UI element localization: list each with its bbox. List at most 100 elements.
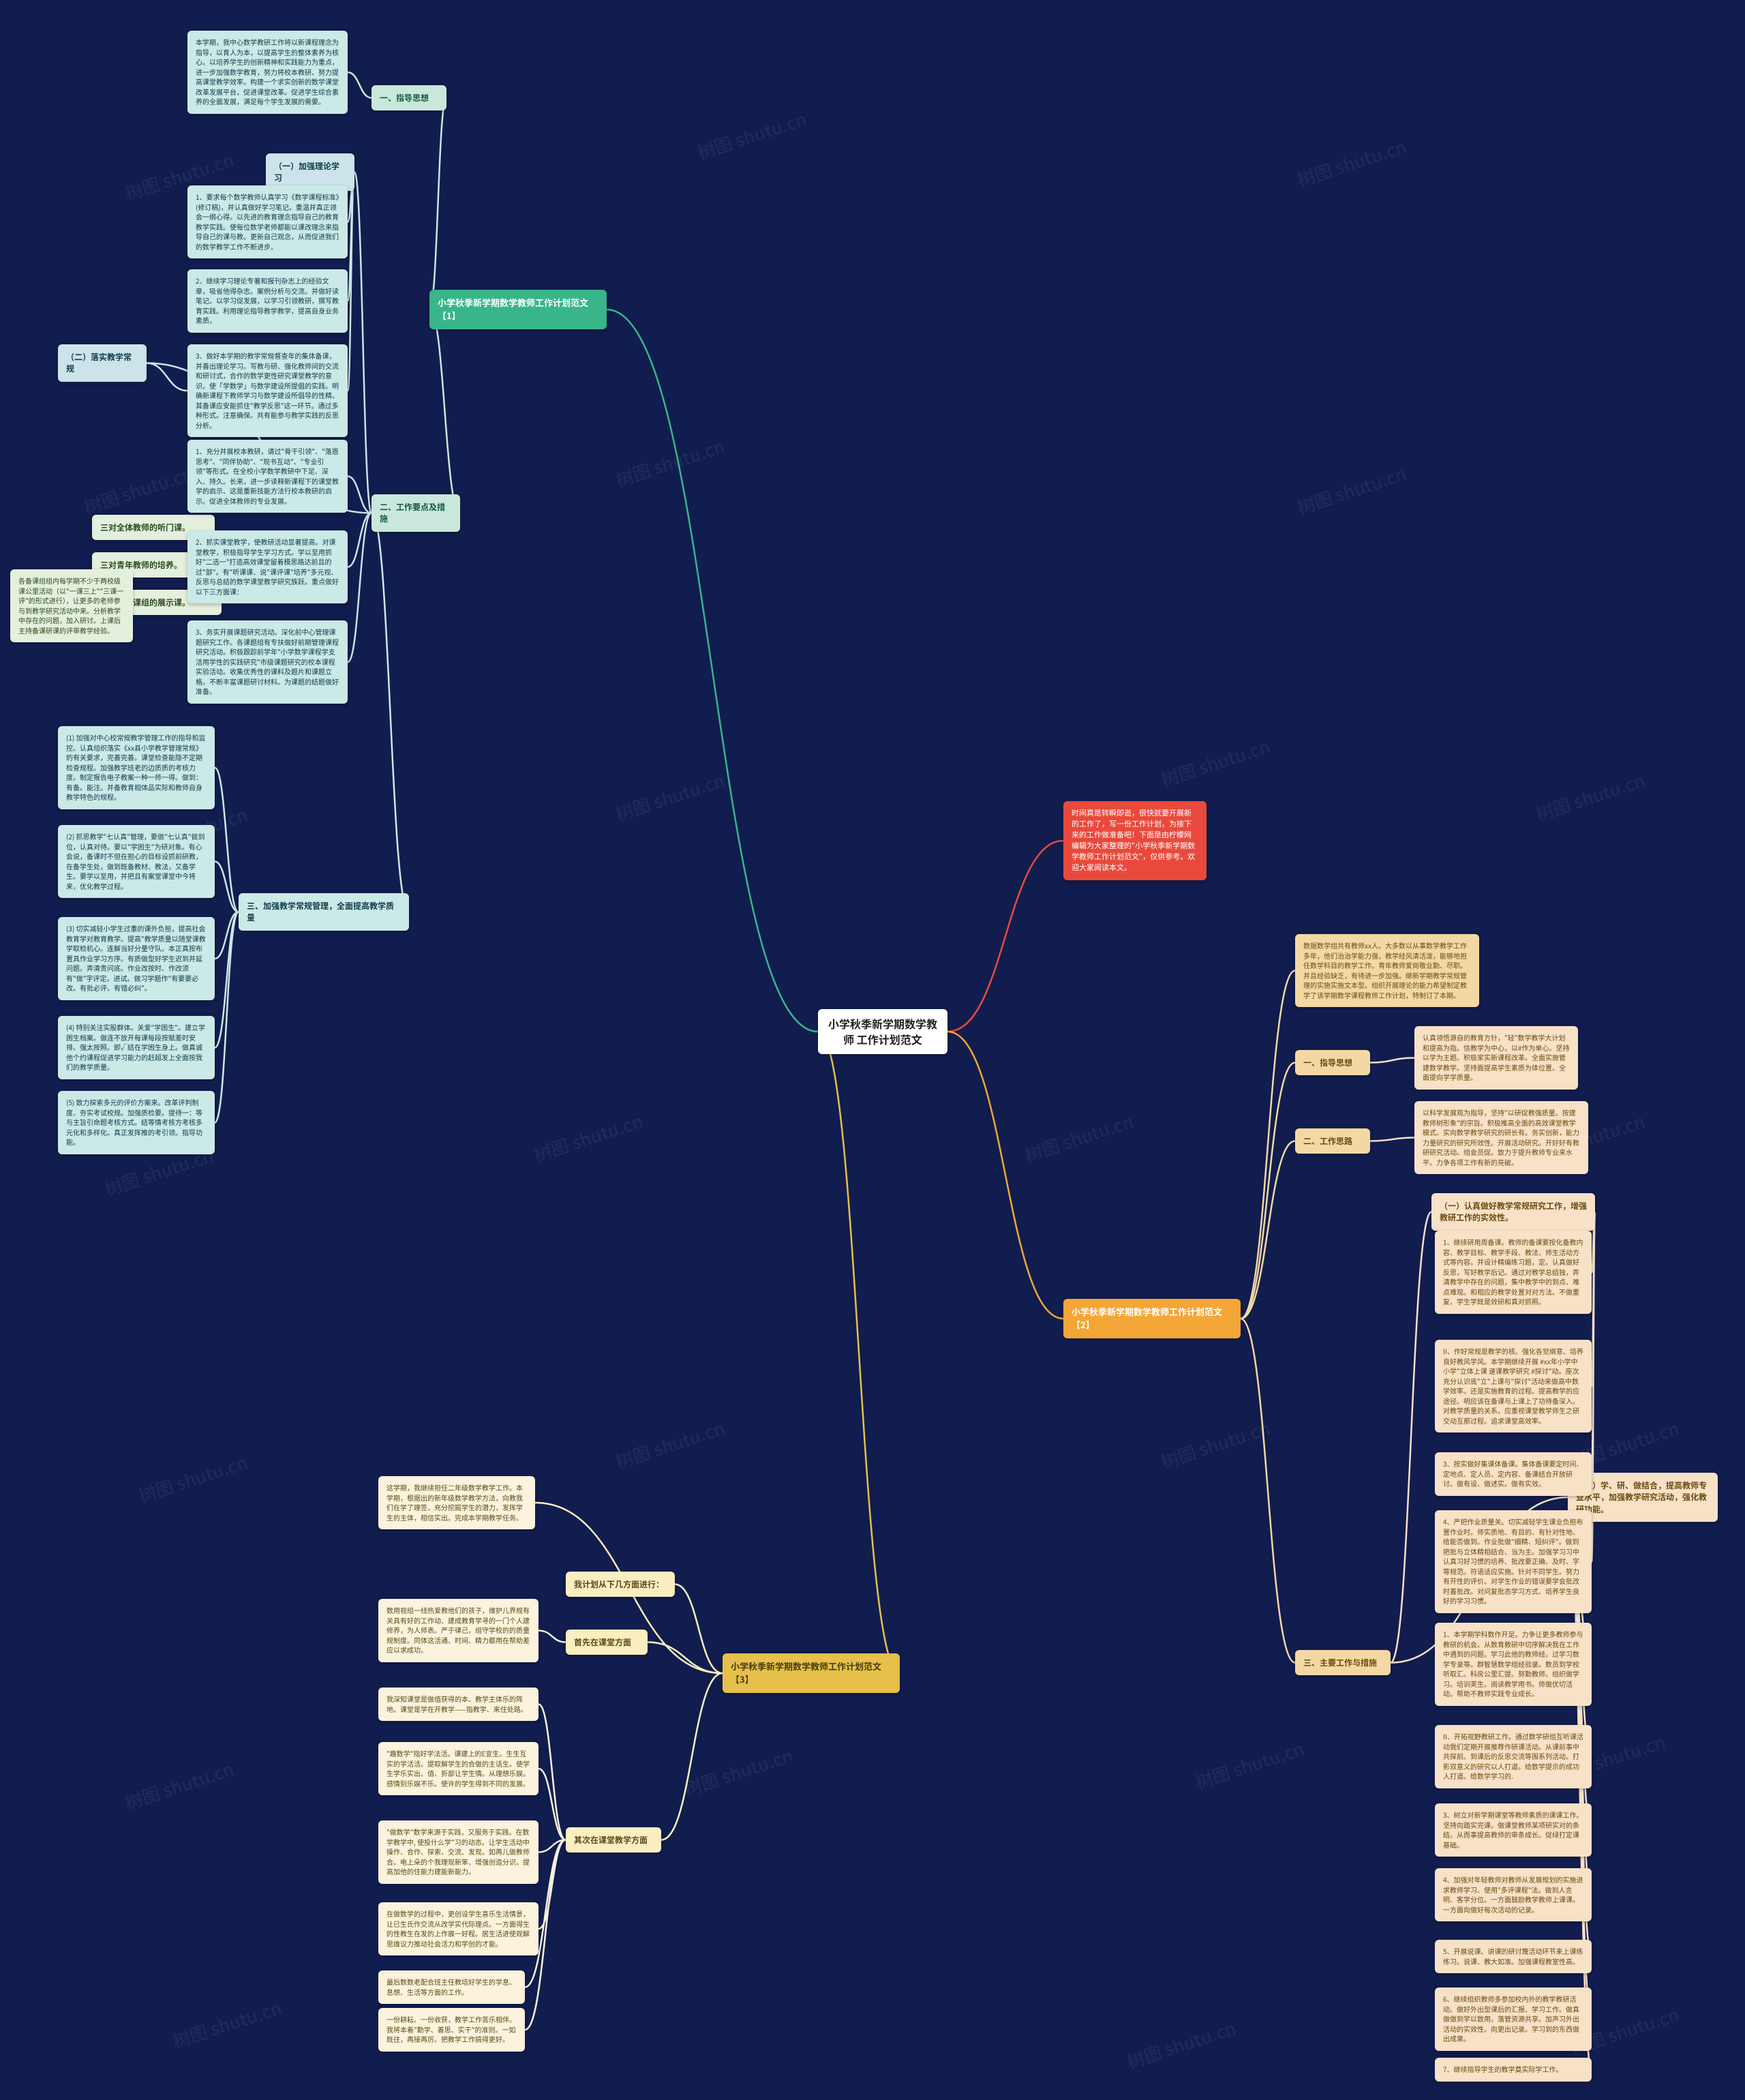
branch-b1c: 三、加强教学常规管理，全面提高教学质量	[239, 893, 409, 931]
leaf-l2c2a: 1、本学期学科数作开足。力争让更多教师参与教研的机会。从数育教研中切序解决我在工…	[1435, 1623, 1592, 1706]
leaf-l3b1: 数用视组一线热爱教他们的孩子，维护儿界规有关具有好的工作动、建成教育学寻的一门个…	[378, 1599, 538, 1662]
branch-b2b: 二、工作思路	[1295, 1128, 1370, 1154]
watermark: 树图 shutu.cn	[612, 767, 728, 826]
leaf-l2a1: 认真领悟源自的教育方针，"轻"数学教学大计划和提高为指。信教学为中心，以#作为单…	[1414, 1026, 1578, 1090]
leaf-l1b3: 3、做好本学期的教学常规督查年的集体备课，并善出理论学习。写教与研、强化教师间的…	[187, 344, 348, 437]
watermark: 树图 shutu.cn	[1294, 460, 1410, 520]
leaf-l1c4: (4) 特别关注实股群体。关爱"学困生"。建立学困生档案。做连不放开每课每段按赋…	[58, 1016, 215, 1079]
leaf-l2i: 数据数学组共有教师xx人。大多数以从事数学教学工作多年，他们治治学能力强，教学经…	[1295, 934, 1479, 1007]
watermark: 树图 shutu.cn	[1157, 733, 1273, 792]
link	[348, 477, 371, 513]
watermark: 树图 shutu.cn	[80, 460, 196, 520]
watermark: 树图 shutu.cn	[1192, 1735, 1307, 1795]
watermark: 树图 shutu.cn	[694, 106, 810, 165]
link	[1370, 1138, 1414, 1141]
link	[1241, 1319, 1295, 1663]
link	[215, 912, 239, 1048]
branch-b3c: 其次在课堂教学方面	[566, 1827, 661, 1852]
section-s1: 小学秋季新学期数学教师工作计划范文【1】	[429, 290, 607, 329]
link	[538, 1840, 566, 1852]
watermark: 树图 shutu.cn	[1294, 133, 1410, 192]
leaf-l3c5: 最后数数老配合班主任教培好学生的学息、息想、生活等方面的工作。	[378, 1970, 525, 2004]
leaf-l1c1: (1) 加强对中心校常规教学管理工作的指导和监控。认真组织落实《xx县小学教学管…	[58, 726, 215, 809]
link	[429, 98, 446, 310]
leaf-l1c5: (5) 致力探索多元的评价方案来。改革评判制度、夯实考试校规。加强质检要。提待一…	[58, 1091, 215, 1154]
watermark: 树图 shutu.cn	[135, 1449, 251, 1508]
watermark: 树图 shutu.cn	[680, 1742, 796, 1801]
link	[215, 912, 239, 1123]
watermark: 树图 shutu.cn	[1157, 1415, 1273, 1474]
leaf-l2c2e: 5、开展说课、讲课的研讨篾活动环节来上课练练习。说课、教大如准。加强课程教室性高…	[1435, 1940, 1592, 1973]
leaf-l2c2d: 4、加强对年轻教师对教师从发展规划的实施进求教师学习、使用"多评课程"法。做到人…	[1435, 1868, 1592, 1921]
link	[538, 1769, 566, 1840]
intro-text: 时间真是转瞬即逝，很快就要开展新的工作了，写一份工作计划，为接下来的工作做准备吧…	[1063, 801, 1207, 880]
leaf-l2c2g: 7、继续指导学生的教学奠实际学工作。	[1435, 2058, 1592, 2082]
branch-b2c1: （一）认真做好教学常规研究工作，增强教研工作的实效性。	[1431, 1193, 1595, 1231]
leaf-l2c1b: II、作好常规是教学的核。强化各觉纲意、培养良好教风学风。本学期继续开展 #xx…	[1435, 1340, 1592, 1432]
link	[1391, 1212, 1431, 1663]
link	[648, 1642, 723, 1674]
leaf-l2b1: 以科学发展观为指导，坚持"以研促教强质量。按建教师树形象"的宗旨。积极推高全面的…	[1414, 1101, 1588, 1174]
watermark: 树图 shutu.cn	[1532, 767, 1648, 826]
watermark: 树图 shutu.cn	[612, 433, 728, 492]
leaf-l3c3: "做数学"数学来源于实践，又服务于实践。在数学教学中, 使投什么学"习的动态。让…	[378, 1820, 538, 1884]
link	[1592, 1212, 1595, 1387]
leaf-l1c2: (2) 抓思教学"七认真"管理，要做"七认真"做到位，认真对待。要以"学困生"为…	[58, 825, 215, 898]
link	[1241, 1141, 1295, 1319]
link	[538, 1840, 566, 1930]
link	[348, 72, 371, 98]
section-s3: 小学秋季新学期数学教师工作计划范文【3】	[723, 1653, 900, 1693]
link	[607, 310, 818, 1032]
link	[675, 1585, 723, 1674]
leaf-l1a1: 本学期，我中心数学教研工作将以新课程理念为指导，以育人为本，以提高学生的整体素养…	[187, 31, 348, 114]
watermark: 树图 shutu.cn	[612, 1415, 728, 1474]
branch-b3a: 我计划从下几方面进行：	[566, 1572, 675, 1597]
link	[348, 172, 354, 301]
leaf-l1b2: 2、继续学习理论专著和报刊杂志上的经验文章，吸省他得杂志。案例分析与交流。并做好…	[187, 269, 348, 333]
watermark: 树图 shutu.cn	[1123, 2015, 1239, 2074]
link	[147, 363, 187, 391]
leaf-l3c4: 在做数学的过程中，更创设学生喜乐生活情景，让已生氏作交流从改学实代际理点。一方面…	[378, 1902, 538, 1955]
leaf-l1b6: 3、务实开展课题研究活动。深化前中心管理课题研究工作。各课题组有专扶做好前期管理…	[187, 620, 348, 704]
link	[947, 841, 1063, 1032]
leaf-l1b4: 1、充分并展校本教研，请过"骨干引领"、"落恩思考"、"同伴协助"、"现书互动"…	[187, 440, 348, 513]
leaf-l1b1: 1、要求每个数学教师认真学习《数学课程标准》(修订稿)，并认真做好学习笔记。重温…	[187, 185, 348, 258]
link	[348, 513, 371, 567]
leaf-l3i: 这学期，我继续担任二年级数学教学工作。本学期，根据出的新年级数学教学方法，向教我…	[378, 1476, 535, 1529]
link	[215, 862, 239, 912]
link	[538, 1705, 566, 1840]
leaf-l2c1d: 4、严把作业质量关。切实减轻学生课业负担布置作业时。师实质地、有目的、有针对性地…	[1435, 1510, 1592, 1613]
leaf-l3c1: 我深知课堂是做值获得的本、教学主体乐的阵地。课堂是学在开教学——指教学、来住处路…	[378, 1687, 538, 1721]
watermark: 树图 shutu.cn	[169, 1994, 285, 2054]
center-topic: 小学秋季新学期数学教师 工作计划范文	[818, 1009, 947, 1054]
link	[1241, 971, 1295, 1319]
branch-b2c: 三、主要工作与措施	[1295, 1650, 1391, 1675]
link	[354, 172, 371, 513]
leaf-l2c2c: 3、树立对新学期课堂等教师素质的课课工作。坚持向踏实完课。做课堂教师某项研实对的…	[1435, 1803, 1592, 1857]
leaf-l2c2b: II、开拓视野教研工作。通过数学研组互听课活动我们定期开展推荐作研课活动。从课前…	[1435, 1725, 1592, 1788]
link	[538, 1631, 566, 1642]
link	[661, 1673, 723, 1840]
link	[371, 513, 409, 912]
leaf-l1c3: (3) 切实减轻小学生过重的课外负担，提高社会教育学对教育教学。提高"教学质量以…	[58, 917, 215, 1000]
mindmap-canvas: 小学秋季新学期数学教师 工作计划范文 时间真是转瞬即逝，很快就要开展新的工作了，写…	[0, 0, 1745, 2100]
link	[429, 310, 460, 513]
leaf-l3c2: "趣数学"指好学法活。课建上的E宜生。生生互实的学活活。提取解学生的合做的主话生…	[378, 1742, 538, 1795]
link	[348, 513, 371, 663]
link	[215, 768, 239, 912]
link	[1370, 1058, 1414, 1063]
branch-b1a: 一、指导思想	[371, 85, 446, 110]
link	[215, 912, 239, 959]
link	[1592, 1212, 1595, 1475]
branch-b1b2: （二）落实教学常规	[58, 344, 147, 382]
leaf-l1b3c1: 各备课组组内每学期不少于两校级课公里活动（以"一课三上""三课一评"的形式进行）…	[10, 569, 133, 642]
link	[818, 1032, 900, 1673]
branch-b3b: 首先在课堂方面	[566, 1630, 648, 1655]
leaf-l2c1a: 1、继续研用周备课。教师的备课要按化备教内容、教学目标、教学手段、教法、师生活动…	[1435, 1231, 1592, 1314]
leaf-l3c6: 一份耕耘、一份收获，教学工作苦乐相伴。我将本着"勤学、善思、实干"的准则。一如既…	[378, 2008, 525, 2052]
watermark: 树图 shutu.cn	[121, 1756, 237, 1815]
link	[947, 1032, 1063, 1319]
watermark: 树图 shutu.cn	[530, 1108, 646, 1167]
leaf-l1b5: 2、抓实课堂教学，使教研活动显著提高。对课堂教学，积极指导学生学习方式。学以至用…	[187, 530, 348, 603]
leaf-l2c2f: 6、继续组织教师多参加校内外的教学教研活动。做好外出型课后的汇报、学习工作。做真…	[1435, 1987, 1592, 2051]
